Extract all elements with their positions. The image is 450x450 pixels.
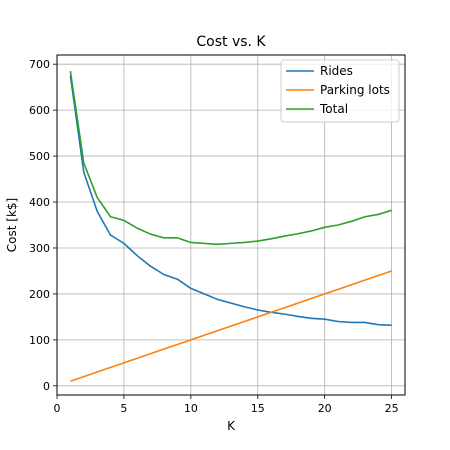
y-tick-label: 100 (29, 334, 50, 347)
legend-label-rides: Rides (320, 64, 353, 78)
y-tick-label: 200 (29, 288, 50, 301)
plot-area-frame (56, 54, 406, 396)
x-axis-label: K (227, 419, 236, 433)
y-tick-label: 0 (43, 380, 50, 393)
grid (56, 55, 405, 395)
series-line-parking-lots (70, 270, 392, 382)
x-tick-label: 5 (120, 402, 127, 415)
series-line-rides (69, 75, 392, 326)
x-axis-ticks: 0 5 10 15 20 25 (54, 395, 399, 415)
y-tick-label: 400 (29, 196, 50, 209)
y-tick-label: 500 (29, 150, 50, 163)
y-tick-label: 700 (29, 58, 50, 71)
legend-label-total: Total (319, 102, 348, 116)
series-lines (69, 70, 392, 382)
x-tick-label: 0 (54, 402, 61, 415)
x-tick-label: 20 (318, 402, 332, 415)
legend-label-parking-lots: Parking lots (320, 83, 390, 97)
y-axis-label: Cost [k$] (5, 198, 19, 252)
x-tick-label: 10 (184, 402, 198, 415)
x-tick-label: 25 (385, 402, 399, 415)
y-tick-label: 600 (29, 104, 50, 117)
legend-box (280, 59, 400, 123)
chart-title: Cost vs. K (196, 34, 266, 50)
y-axis-ticks: 0 100 200 300 400 500 600 700 (29, 58, 57, 393)
y-tick-label: 300 (29, 242, 50, 255)
series-line-total (69, 70, 392, 246)
legend: Rides Parking lots Total (280, 59, 400, 123)
x-tick-label: 15 (251, 402, 265, 415)
